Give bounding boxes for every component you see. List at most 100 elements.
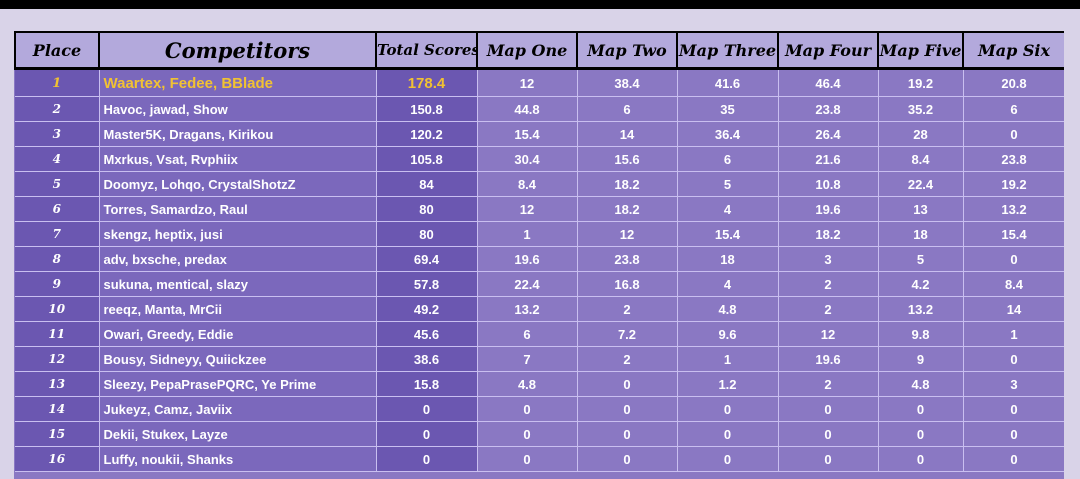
header-map-three: Map Three [676, 31, 779, 70]
map-one-cell: 6 [477, 321, 578, 347]
competitors-cell: Waartex, Fedee, BBlade [99, 67, 377, 97]
competitors-cell: Bousy, Sidneyy, Quiickzee [99, 346, 377, 372]
total-score-cell: 105.8 [376, 146, 478, 172]
competitors-cell: Jukeyz, Camz, Javiix [99, 396, 377, 422]
competitors-cell: Luffy, noukii, Shanks [99, 446, 377, 472]
competitors-cell: Torres, Samardzo, Raul [99, 196, 377, 222]
table-row: 3 Master5K, Dragans, Kirikou 120.2 15.4 14 36… [15, 121, 1064, 147]
map-two-cell: 0 [577, 421, 678, 447]
competitors-cell: Havoc, jawad, Show [99, 96, 377, 122]
map-five-cell: 9.8 [878, 321, 964, 347]
total-score-cell: 15.8 [376, 371, 478, 397]
map-six-cell: 20.8 [963, 67, 1064, 97]
map-five-cell: 18 [878, 221, 964, 247]
header-row: Place Competitors Total Scores Map One M… [14, 31, 1064, 70]
map-four-cell: 2 [778, 371, 879, 397]
map-three-cell: 0 [677, 446, 779, 472]
map-six-cell: 0 [963, 121, 1064, 147]
map-two-cell: 2 [577, 346, 678, 372]
header-total-scores: Total Scores [375, 31, 478, 70]
place-cell: 5 [15, 171, 100, 197]
map-one-cell: 44.8 [477, 96, 578, 122]
table-row: 9 sukuna, mentical, slazy 57.8 22.4 16.8 4 2 4.… [15, 271, 1064, 297]
place-cell: 6 [15, 196, 100, 222]
place-cell: 14 [15, 396, 100, 422]
competitors-cell: Mxrkus, Vsat, Rvphiix [99, 146, 377, 172]
place-cell: 8 [15, 246, 100, 272]
map-three-cell: 15.4 [677, 221, 779, 247]
map-four-cell: 46.4 [778, 67, 879, 97]
total-score-cell: 0 [376, 421, 478, 447]
table-row: 12 Bousy, Sidneyy, Quiickzee 38.6 7 2 1 19.6 9 0 [15, 346, 1064, 372]
map-one-cell: 30.4 [477, 146, 578, 172]
competitors-cell: Sleezy, PepaPrasePQRC, Ye Prime [99, 371, 377, 397]
map-four-cell: 26.4 [778, 121, 879, 147]
table-row: 2 Havoc, jawad, Show 150.8 44.8 6 35 23.8 35.2 6 [15, 96, 1064, 122]
total-score-cell: 84 [376, 171, 478, 197]
map-six-cell: 1 [963, 321, 1064, 347]
map-six-cell: 0 [963, 346, 1064, 372]
map-six-cell: 0 [963, 446, 1064, 472]
place-cell: 4 [15, 146, 100, 172]
header-map-two: Map Two [576, 31, 678, 70]
total-score-cell: 57.8 [376, 271, 478, 297]
map-one-cell: 1 [477, 221, 578, 247]
map-five-cell: 9 [878, 346, 964, 372]
map-two-cell: 0 [577, 396, 678, 422]
map-three-cell: 18 [677, 246, 779, 272]
map-five-cell: 19.2 [878, 67, 964, 97]
place-cell: 15 [15, 421, 100, 447]
map-three-cell: 36.4 [677, 121, 779, 147]
table-row: 14 Jukeyz, Camz, Javiix 0 0 0 0 0 0 0 [15, 396, 1064, 422]
total-score-cell: 80 [376, 196, 478, 222]
place-cell: 10 [15, 296, 100, 322]
map-five-cell: 22.4 [878, 171, 964, 197]
map-six-cell: 19.2 [963, 171, 1064, 197]
total-score-cell: 150.8 [376, 96, 478, 122]
map-four-cell: 0 [778, 396, 879, 422]
competitors-cell: Dekii, Stukex, Layze [99, 421, 377, 447]
place-cell: 16 [15, 446, 100, 472]
map-five-cell: 13 [878, 196, 964, 222]
map-one-cell: 13.2 [477, 296, 578, 322]
map-five-cell: 4.2 [878, 271, 964, 297]
total-score-cell: 0 [376, 446, 478, 472]
map-four-cell: 21.6 [778, 146, 879, 172]
map-one-cell: 7 [477, 346, 578, 372]
header-map-five: Map Five [877, 31, 964, 70]
table-row: 1 Waartex, Fedee, BBlade 178.4 12 38.4 41.6 46… [15, 67, 1064, 97]
map-five-cell: 8.4 [878, 146, 964, 172]
total-score-cell: 69.4 [376, 246, 478, 272]
place-cell: 1 [15, 67, 100, 97]
map-four-cell: 2 [778, 296, 879, 322]
map-two-cell: 6 [577, 96, 678, 122]
map-four-cell: 19.6 [778, 346, 879, 372]
table-row: 8 adv, bxsche, predax 69.4 19.6 23.8 18 3 5 0 [15, 246, 1064, 272]
map-one-cell: 22.4 [477, 271, 578, 297]
top-bar [0, 0, 1080, 9]
table-row: 11 Owari, Greedy, Eddie 45.6 6 7.2 9.6 12 9.8 1 [15, 321, 1064, 347]
scoreboard-table: Place Competitors Total Scores Map One M… [14, 31, 1064, 472]
header-place: Place [14, 31, 100, 70]
map-three-cell: 1 [677, 346, 779, 372]
total-score-cell: 80 [376, 221, 478, 247]
map-two-cell: 0 [577, 371, 678, 397]
map-one-cell: 0 [477, 446, 578, 472]
map-four-cell: 18.2 [778, 221, 879, 247]
table-row: 7 skengz, heptix, jusi 80 1 12 15.4 18.2 18 15.4 [15, 221, 1064, 247]
map-two-cell: 2 [577, 296, 678, 322]
map-five-cell: 28 [878, 121, 964, 147]
table-row: 16 Luffy, noukii, Shanks 0 0 0 0 0 0 0 [15, 446, 1064, 472]
map-one-cell: 4.8 [477, 371, 578, 397]
competitors-cell: Owari, Greedy, Eddie [99, 321, 377, 347]
map-six-cell: 23.8 [963, 146, 1064, 172]
map-two-cell: 16.8 [577, 271, 678, 297]
total-score-cell: 120.2 [376, 121, 478, 147]
map-five-cell: 5 [878, 246, 964, 272]
map-three-cell: 0 [677, 421, 779, 447]
map-one-cell: 0 [477, 396, 578, 422]
map-three-cell: 9.6 [677, 321, 779, 347]
map-one-cell: 15.4 [477, 121, 578, 147]
map-six-cell: 3 [963, 371, 1064, 397]
table-row: 13 Sleezy, PepaPrasePQRC, Ye Prime 15.8 4.8… [15, 371, 1064, 397]
